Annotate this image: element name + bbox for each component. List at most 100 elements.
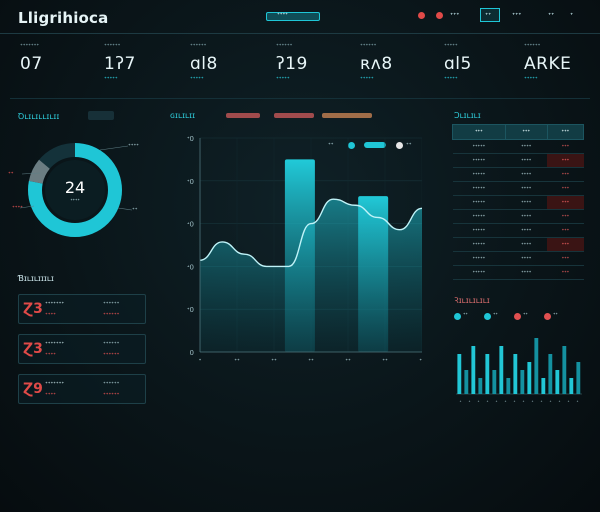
- kpi-sub: ᐩᐩᐩᐩᐩ: [360, 75, 374, 83]
- main-chart-tab[interactable]: [322, 113, 372, 118]
- main-chart-tab[interactable]: [274, 113, 314, 118]
- kpi-card-5[interactable]: ᐩᐩᐩᐩᐩᐩ ʀʌ8 ᐩᐩᐩᐩᐩ: [360, 42, 430, 92]
- kpi-sub: ᐩᐩᐩᐩᐩ: [444, 75, 458, 83]
- main-chart-tab[interactable]: [226, 113, 260, 118]
- x-tick-label: ᐩᐩ: [271, 357, 277, 365]
- table-cell: ᐩᐩᐩᐩ: [505, 265, 548, 280]
- table-cell: ᐩᐩᐩᐩ: [505, 251, 548, 266]
- table-row[interactable]: ᐩᐩᐩᐩᐩ ᐩᐩᐩᐩ ᐩᐩᐩ: [452, 223, 584, 238]
- donut-callout: ᐩᐩᐩᐩ: [128, 142, 139, 150]
- table-cell: ᐩᐩᐩᐩᐩ: [452, 167, 506, 182]
- list-item-value: ᐩᐩᐩᐩᐩᐩ: [103, 340, 120, 348]
- table-cell: ᐩᐩᐩ: [547, 237, 584, 252]
- alert-icon-2[interactable]: [436, 12, 443, 19]
- bar: [478, 378, 483, 394]
- list-item[interactable]: Ɀ3 ᐩᐩᐩᐩᐩᐩᐩ ᐩᐩᐩᐩ ᐩᐩᐩᐩᐩᐩ ᐩᐩᐩᐩᐩᐩ: [18, 294, 146, 324]
- kpi-sub: ᐩᐩᐩᐩᐩ: [190, 75, 204, 83]
- header-item-3[interactable]: ᐩᐩ: [548, 11, 555, 20]
- bar: [569, 378, 574, 394]
- main-chart-legend[interactable]: ᐩᐩ: [328, 141, 334, 149]
- kpi-card-2[interactable]: ᐩᐩᐩᐩᐩᐩ 1ʔ7 ᐩᐩᐩᐩᐩ: [104, 42, 174, 92]
- table-row[interactable]: ᐩᐩᐩᐩᐩ ᐩᐩᐩᐩ ᐩᐩᐩ: [452, 265, 584, 280]
- mini-legend-label: ᐩᐩ: [493, 312, 498, 319]
- table-row[interactable]: ᐩᐩᐩᐩᐩ ᐩᐩᐩᐩ ᐩᐩᐩ: [452, 139, 584, 154]
- table-title: Ɔʟɪʟɪʟɪ: [454, 111, 481, 120]
- donut-filter-chip[interactable]: [88, 111, 114, 120]
- mini-chart-title: Ꝛɪʟɪʟɪʟɪʟɪ: [454, 296, 490, 305]
- data-table: ᐩᐩᐩ ᐩᐩᐩ ᐩᐩᐩ ᐩᐩᐩᐩᐩ ᐩᐩᐩᐩ ᐩᐩᐩ ᐩᐩᐩᐩᐩ ᐩᐩᐩᐩ ᐩᐩᐩ ᐩᐩᐩᐩ…: [452, 124, 585, 280]
- list-item-icon: Ɀ3: [23, 301, 43, 317]
- table-cell: ᐩᐩᐩ: [547, 195, 584, 210]
- header-box[interactable]: ᐩᐩ: [480, 8, 500, 22]
- area-fill: [200, 199, 422, 352]
- kpi-card-6[interactable]: ᐩᐩᐩᐩᐩ ɑl5 ᐩᐩᐩᐩᐩ: [444, 42, 514, 92]
- table-row[interactable]: ᐩᐩᐩᐩᐩ ᐩᐩᐩᐩ ᐩᐩᐩ: [452, 209, 584, 224]
- kpi-label: ᐩᐩᐩᐩᐩᐩ: [524, 42, 541, 50]
- donut-center-sub: ᐩᐩᐩᐩ: [70, 198, 80, 205]
- table-cell: ᐩᐩᐩᐩ: [505, 223, 548, 238]
- kpi-card-3[interactable]: ᐩᐩᐩᐩᐩᐩ ɑl8 ᐩᐩᐩᐩᐩ: [190, 42, 260, 92]
- x-tick-label: ᐩ: [468, 399, 470, 406]
- table-cell: ᐩᐩᐩᐩᐩ: [452, 139, 506, 154]
- donut-arc: [28, 143, 122, 237]
- alert-icon[interactable]: [418, 12, 425, 19]
- table-cell: ᐩᐩᐩᐩ: [505, 209, 548, 224]
- kpi-label: ᐩᐩᐩᐩᐩᐩ: [190, 42, 207, 50]
- kpi-sub: ᐩᐩᐩᐩᐩ: [524, 75, 538, 83]
- table-cell: ᐩᐩᐩᐩᐩ: [452, 223, 506, 238]
- bar: [520, 370, 525, 394]
- list-item-delta: ᐩᐩᐩᐩᐩᐩ: [103, 391, 120, 399]
- table-row[interactable]: ᐩᐩᐩᐩᐩ ᐩᐩᐩᐩ ᐩᐩᐩ: [452, 181, 584, 196]
- bar: [555, 370, 560, 394]
- list-item-title: ᐩᐩᐩᐩᐩᐩᐩ: [45, 300, 65, 308]
- column-header[interactable]: ᐩᐩᐩ: [452, 124, 506, 140]
- list-title: Ɓɪʟɪʟɪɪɪʟɪ: [18, 274, 54, 283]
- bar: [548, 354, 553, 394]
- table-cell: ᐩᐩᐩ: [547, 181, 584, 196]
- legend-dot: [514, 313, 521, 320]
- center-chip[interactable]: ᐩᐩᐩᐩ: [266, 11, 320, 21]
- main-chart-title: ɢɪʟɪʟɪɪ: [170, 111, 196, 120]
- column-header[interactable]: ᐩᐩᐩ: [504, 124, 548, 140]
- main-chart-legend[interactable]: ᐩᐩ: [406, 141, 412, 149]
- bar: [562, 346, 567, 394]
- kpi-sub: ᐩᐩᐩᐩᐩ: [104, 75, 118, 83]
- bar: [471, 346, 476, 394]
- kpi-label: ᐩᐩᐩᐩᐩ: [444, 42, 458, 50]
- bar: [527, 362, 532, 394]
- bar: [464, 370, 469, 394]
- bar: [513, 354, 518, 394]
- x-tick-label: ᐩ: [459, 399, 461, 406]
- header-item-4[interactable]: ᐩ: [570, 11, 574, 20]
- donut-callout: ᐩᐩ: [8, 170, 14, 178]
- y-tick-label: ᐩ0: [187, 306, 194, 314]
- column-header[interactable]: ᐩᐩᐩ: [546, 124, 585, 140]
- header-item-1[interactable]: ᐩᐩᐩ: [450, 11, 460, 20]
- table-row[interactable]: ᐩᐩᐩᐩᐩ ᐩᐩᐩᐩ ᐩᐩᐩ: [452, 237, 584, 252]
- list-item[interactable]: Ɀ9 ᐩᐩᐩᐩᐩᐩᐩ ᐩᐩᐩᐩ ᐩᐩᐩᐩᐩᐩ ᐩᐩᐩᐩᐩᐩ: [18, 374, 146, 404]
- donut-callout: ᐩᐩᐩᐩ: [12, 204, 23, 212]
- bar: [541, 378, 546, 394]
- table-row[interactable]: ᐩᐩᐩᐩᐩ ᐩᐩᐩᐩ ᐩᐩᐩ: [452, 153, 584, 168]
- list-item-title: ᐩᐩᐩᐩᐩᐩᐩ: [45, 340, 65, 348]
- table-cell: ᐩᐩᐩᐩᐩ: [452, 237, 506, 252]
- bar: [485, 354, 490, 394]
- header-item-2[interactable]: ᐩᐩᐩ: [512, 11, 522, 20]
- list-item-delta: ᐩᐩᐩᐩᐩᐩ: [103, 351, 120, 359]
- list-item[interactable]: Ɀ3 ᐩᐩᐩᐩᐩᐩᐩ ᐩᐩᐩᐩ ᐩᐩᐩᐩᐩᐩ ᐩᐩᐩᐩᐩᐩ: [18, 334, 146, 364]
- legend-swatch: [364, 142, 386, 148]
- table-row[interactable]: ᐩᐩᐩᐩᐩ ᐩᐩᐩᐩ ᐩᐩᐩ: [452, 167, 584, 182]
- kpi-value: ɑl5: [444, 54, 472, 74]
- table-row[interactable]: ᐩᐩᐩᐩᐩ ᐩᐩᐩᐩ ᐩᐩᐩ: [452, 251, 584, 266]
- table-row[interactable]: ᐩᐩᐩᐩᐩ ᐩᐩᐩᐩ ᐩᐩᐩ: [452, 195, 584, 210]
- x-tick-label: ᐩ: [504, 399, 506, 406]
- x-tick-label: ᐩᐩ: [308, 357, 314, 365]
- table-header-row: ᐩᐩᐩ ᐩᐩᐩ ᐩᐩᐩ: [452, 124, 585, 140]
- kpi-card-4[interactable]: ᐩᐩᐩᐩᐩᐩ ʔ19 ᐩᐩᐩᐩᐩ: [276, 42, 346, 92]
- table-cell: ᐩᐩᐩ: [547, 223, 584, 238]
- kpi-card-7[interactable]: ᐩᐩᐩᐩᐩᐩ ARKE ᐩᐩᐩᐩᐩ: [524, 42, 594, 92]
- legend-dot: [544, 313, 551, 320]
- kpi-card-1[interactable]: ᐩᐩᐩᐩᐩᐩᐩ 07: [20, 42, 90, 92]
- table-cell: ᐩᐩᐩᐩ: [505, 139, 548, 154]
